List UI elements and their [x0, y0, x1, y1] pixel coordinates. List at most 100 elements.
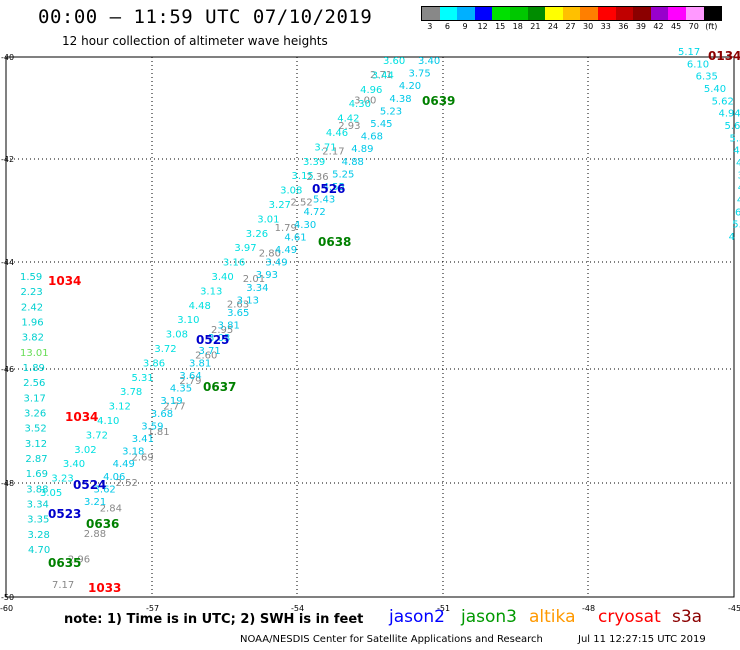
legend-swatch [703, 7, 722, 20]
legend-swatch [580, 7, 598, 20]
swh-value: 3.72 [86, 430, 108, 441]
swh-value: 4.48 [189, 301, 211, 312]
swh-value: 3.28 [28, 530, 50, 541]
swh-value: 5.31 [131, 373, 153, 384]
legend-swatch [633, 7, 651, 20]
swh-value: 4.35 [170, 384, 192, 395]
legend-label: 39 [635, 22, 647, 31]
pass-time-label: 0525 [196, 333, 229, 347]
legend-label: 30 [583, 22, 594, 31]
pass-time-label: 1033 [88, 581, 121, 595]
swh-value: 3.08 [166, 330, 188, 341]
swh-value: 3.39 [303, 157, 325, 168]
legend-label: 21 [530, 22, 541, 31]
swh-value: 3.12 [25, 439, 47, 450]
swh-value: 3.65 [227, 308, 249, 319]
swh-value: 6.35 [696, 72, 718, 83]
legend-swatch [615, 7, 634, 20]
legend-label: 45 [671, 22, 682, 31]
note-text: note: 1) Time is in UTC; 2) SWH is in fe… [64, 612, 364, 627]
swh-value: 2.01 [243, 274, 265, 285]
swh-value: 5.43 [313, 195, 335, 206]
legend-label: 15 [495, 22, 506, 31]
swh-value: 4.30 [294, 220, 316, 231]
swh-value: 2.95 [211, 325, 233, 336]
swh-value: 3.78 [120, 387, 142, 398]
pass-time-label: 0639 [422, 94, 455, 108]
swh-value: 4.49 [113, 459, 135, 470]
pass-time-label: 1034 [65, 410, 98, 424]
swh-value: 3.97 [234, 243, 256, 254]
lon-label: -57 [146, 604, 159, 613]
swh-value: 3.00 [354, 96, 376, 107]
swh-value: 3.93 [256, 270, 278, 281]
swh-value: 13.01 [20, 348, 49, 359]
swh-value: 6.10 [687, 59, 709, 70]
swh-value: 2.80 [259, 249, 281, 260]
swh-value: 2.17 [322, 147, 344, 158]
swh-value: 3.64 [179, 371, 201, 382]
swh-value: 4.89 [351, 144, 373, 155]
swh-value: 4.88 [342, 157, 364, 168]
swh-value: 2.42 [21, 302, 43, 313]
satellite-legend-item: s3a [672, 607, 703, 627]
swh-value: 1.79 [275, 223, 297, 234]
color-legend: 3 6 9 12 15 18 21 24 27 30 33 36 39 42 45 70 (ft) [421, 6, 723, 31]
swh-value: 1.81 [147, 427, 169, 438]
swh-value: 7.17 [52, 580, 74, 591]
swh-value: 3.27 [269, 200, 291, 211]
pass-time-label: 1034 [48, 274, 81, 288]
swh-value: 4.68 [361, 132, 383, 143]
lat-label: -48 [1, 479, 14, 488]
swh-value: 4.49 [275, 245, 297, 256]
footer-credit: NOAA/NESDIS Center for Satellite Applica… [240, 634, 543, 645]
legend-swatches [421, 6, 723, 21]
swh-value: 5.45 [370, 119, 392, 130]
swh-value: 6.1 [735, 207, 740, 218]
swh-value: 3.05 [40, 488, 62, 499]
legend-swatch [562, 7, 581, 20]
swh-value: 4.96 [360, 85, 382, 96]
legend-label: 36 [618, 22, 629, 31]
legend-swatch [509, 7, 528, 20]
page-subtitle: 12 hour collection of altimeter wave hei… [62, 34, 328, 48]
legend-label: 3 [427, 22, 433, 31]
swh-value: 2.36 [306, 172, 328, 183]
lon-label: -45 [728, 604, 740, 613]
swh-value: 3.16 [223, 258, 245, 269]
legend-label: (ft) [705, 22, 718, 31]
swh-value: 3.72 [154, 344, 176, 355]
pass-time-label: 0523 [48, 507, 81, 521]
swh-value: 3.44 [372, 70, 394, 81]
swh-value: 3.26 [24, 409, 46, 420]
legend-swatch [597, 7, 616, 20]
swh-value: 3.12 [109, 402, 131, 413]
legend-swatch [668, 7, 686, 20]
swh-value: 3.88 [26, 484, 48, 495]
legend-swatch [457, 7, 475, 20]
swh-value: 4.38 [389, 94, 411, 105]
swh-value: 4.10 [97, 416, 119, 427]
legend-swatch [527, 7, 546, 20]
swh-value: 5.17 [678, 47, 700, 58]
legend-swatch [685, 7, 704, 20]
swh-value: 3.02 [74, 445, 96, 456]
swh-value: 5.62 [712, 96, 734, 107]
swh-value: 3.35 [27, 515, 49, 526]
swh-value: 5.25 [332, 169, 354, 180]
swh-value: 2.77 [163, 402, 185, 413]
legend-swatch [650, 7, 669, 20]
swh-value: 3.34 [27, 500, 49, 511]
swh-value: 5.60 [724, 121, 740, 132]
lat-label: -46 [1, 365, 14, 374]
swh-value: 3.52 [24, 424, 46, 435]
satellite-legend-item: cryosat [598, 607, 661, 627]
legend-label: 12 [477, 22, 488, 31]
swh-value: 1.69 [26, 469, 48, 480]
swh-value: 1.59 [20, 272, 42, 283]
lat-label: -42 [1, 155, 14, 164]
swh-value: 3.34 [246, 283, 268, 294]
swh-value: 1.89 [23, 363, 45, 374]
swh-value: 4.42 [337, 114, 359, 125]
